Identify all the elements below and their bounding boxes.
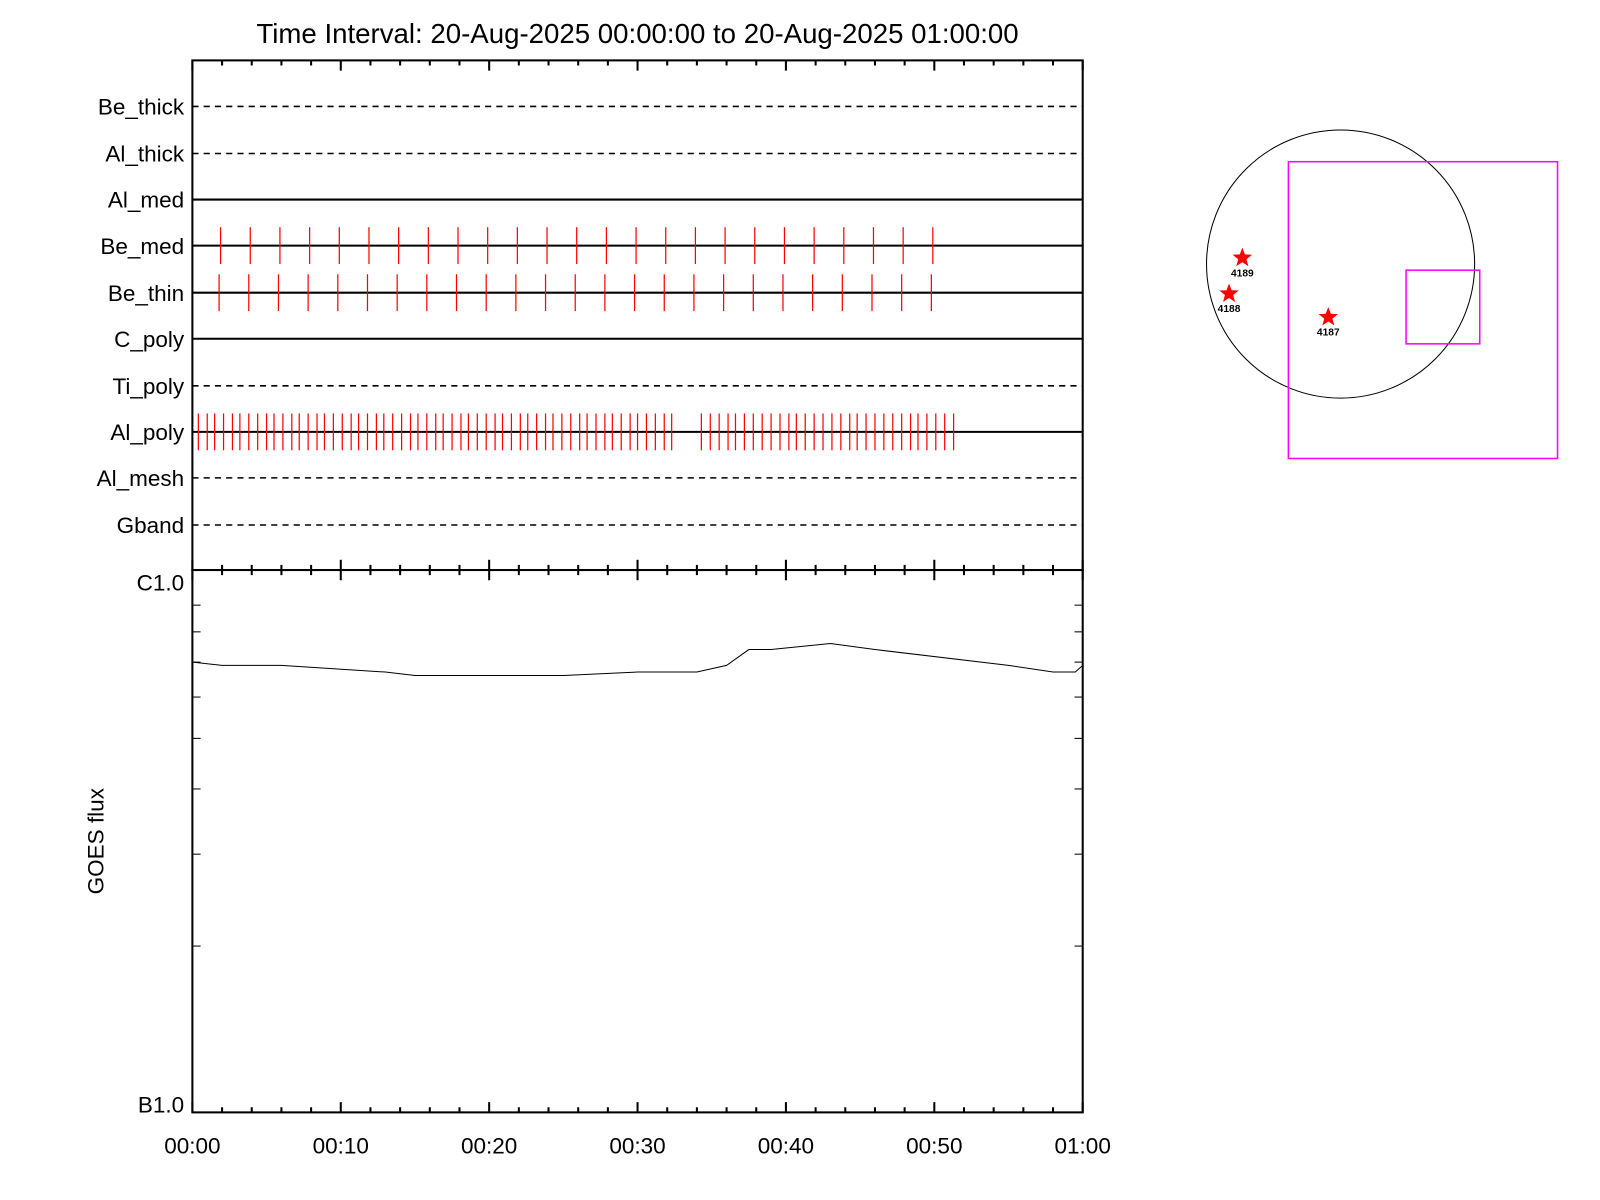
active-region-star-icon (1318, 307, 1339, 326)
chart-title: Time Interval: 20-Aug-2025 00:00:00 to 2… (256, 18, 1018, 49)
active-region-star-icon (1219, 283, 1239, 303)
row-label-c_poly: C_poly (114, 327, 185, 352)
large-fov-box (1287, 160, 1559, 460)
x-tick-label: 00:20 (461, 1133, 517, 1158)
y-tick-label-b1: B1.0 (138, 1092, 184, 1117)
x-tick-label: 01:00 (1055, 1133, 1111, 1158)
active-region-label: 4188 (1218, 304, 1241, 315)
y-axis-label: GOES flux (83, 787, 108, 894)
goes-flux-line (192, 642, 1084, 676)
goes-flux-panel: GOES flux C1.0 B1.0 00:00 00:10 00:20 00:30… (83, 568, 1111, 1158)
x-tick-label: 00:00 (164, 1133, 220, 1158)
row-label-al_med: Al_med (108, 188, 184, 213)
timeline-frame (191, 59, 1084, 572)
row-label-al_mesh: Al_mesh (97, 466, 185, 491)
solar-disk (1206, 129, 1476, 399)
goes-frame (191, 568, 1084, 1114)
row-label-al_poly: Al_poly (110, 420, 185, 445)
active-region-label: 4189 (1231, 268, 1254, 279)
small-fov-box (1405, 269, 1481, 345)
row-label-be_thick: Be_thick (98, 95, 185, 120)
row-label-be_thin: Be_thin (108, 281, 184, 306)
row-label-be_med: Be_med (100, 234, 184, 259)
x-tick-label: 00:50 (906, 1133, 962, 1158)
y-tick-label-c1: C1.0 (137, 570, 185, 595)
row-label-gband: Gband (117, 513, 185, 538)
x-tick-label: 00:10 (313, 1133, 369, 1158)
row-label-ti_poly: Ti_poly (112, 374, 184, 399)
row-label-al_thick: Al_thick (105, 142, 185, 167)
x-tick-label: 00:30 (609, 1133, 665, 1158)
active-region-label: 4187 (1317, 328, 1340, 339)
active-region-star-icon (1232, 247, 1253, 267)
filter-timeline-panel: Be_thick Al_thick Al_med Be_med Be_thin C_pol… (97, 59, 1084, 572)
solar-disk-map: 4189 4188 4187 (1206, 129, 1559, 460)
x-tick-label: 00:40 (758, 1133, 814, 1158)
